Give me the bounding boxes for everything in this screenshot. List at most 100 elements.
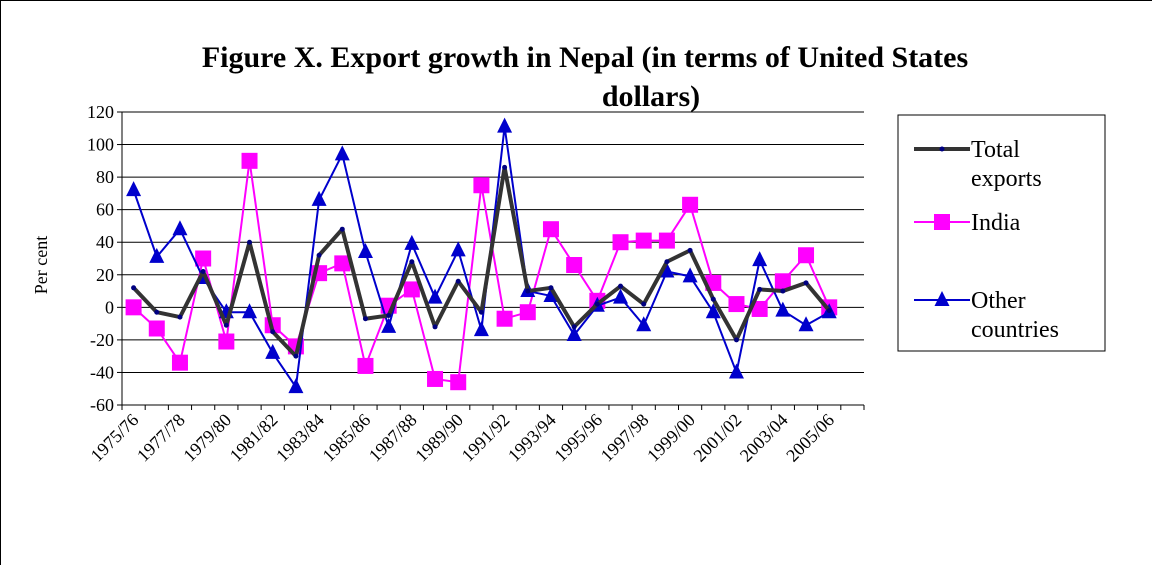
- data-point: [525, 288, 531, 294]
- chart-title-line1: Figure X. Export growth in Nepal (in ter…: [202, 41, 968, 74]
- data-point: [427, 370, 444, 387]
- data-point: [710, 296, 716, 302]
- data-point: [195, 250, 212, 267]
- data-point: [404, 234, 420, 250]
- data-point: [798, 316, 814, 332]
- data-point: [316, 252, 322, 258]
- data-point: [293, 353, 299, 359]
- data-point: [311, 190, 327, 206]
- legend-entry: Total exports: [914, 137, 1042, 192]
- gridlines: [122, 111, 864, 406]
- data-point: [803, 280, 809, 286]
- series-other-countries: [126, 117, 837, 394]
- data-point: [659, 262, 675, 278]
- data-point: [432, 324, 438, 330]
- data-point: [497, 117, 513, 133]
- data-point: [403, 281, 420, 298]
- data-point: [566, 326, 582, 342]
- data-point: [478, 309, 484, 315]
- data-point: [757, 286, 763, 292]
- data-point: [705, 303, 721, 319]
- x-tick-label: 1999/00: [643, 410, 699, 466]
- data-point: [381, 317, 397, 333]
- legend: Total exports India Other countries: [897, 114, 1106, 352]
- legend-label: India: [971, 210, 1021, 236]
- data-point: [566, 257, 583, 274]
- data-point: [774, 273, 791, 290]
- x-tick-label: 2005/06: [782, 410, 838, 466]
- data-point: [826, 308, 832, 314]
- data-point: [641, 301, 647, 307]
- data-point: [241, 152, 258, 169]
- data-point: [148, 320, 165, 337]
- x-tick-label: 2001/02: [689, 410, 745, 466]
- data-point: [542, 221, 559, 238]
- data-point: [200, 269, 206, 275]
- y-tick-label: -40: [90, 362, 114, 382]
- data-point: [386, 312, 392, 318]
- legend-marker: [939, 146, 945, 152]
- legend-entry: India: [914, 210, 1021, 236]
- series-total-exports: [131, 164, 832, 359]
- data-point: [728, 296, 745, 313]
- legend-label: Total: [971, 137, 1020, 163]
- data-point: [334, 255, 351, 272]
- data-point: [496, 310, 513, 327]
- data-point: [334, 145, 350, 161]
- x-tick-label: 1997/98: [597, 410, 653, 466]
- x-tick-label: 1985/86: [318, 410, 374, 466]
- y-tick-label: -20: [90, 330, 114, 350]
- x-tick-label: 1987/88: [365, 410, 421, 466]
- legend-label: countries: [971, 317, 1059, 343]
- data-point: [519, 304, 536, 321]
- data-point: [612, 234, 629, 251]
- data-point: [247, 239, 253, 245]
- data-point: [594, 301, 600, 307]
- y-tick-label: 20: [96, 265, 114, 285]
- x-tick-label: 2003/04: [736, 410, 792, 466]
- data-point: [752, 251, 768, 267]
- data-point: [682, 196, 699, 213]
- data-point: [450, 241, 466, 257]
- data-point: [455, 278, 461, 284]
- data-point: [265, 343, 281, 359]
- x-tick-label: 1977/78: [133, 410, 189, 466]
- data-point: [728, 363, 744, 379]
- data-point: [682, 267, 698, 283]
- x-tick-label: 1991/92: [458, 410, 514, 466]
- legend-label: exports: [971, 166, 1042, 192]
- data-point: [149, 247, 165, 263]
- x-tick-label: 1981/82: [226, 410, 282, 466]
- data-point: [427, 288, 443, 304]
- y-tick-label: 80: [96, 167, 114, 187]
- data-point: [288, 378, 304, 394]
- data-point: [357, 357, 374, 374]
- x-tick-label: 1979/80: [179, 410, 235, 466]
- x-tick-label: 1993/94: [504, 410, 560, 466]
- y-tick-label: 0: [105, 297, 114, 317]
- data-point: [751, 300, 768, 317]
- y-tick-label: -60: [90, 395, 114, 415]
- series-line: [132, 159, 831, 384]
- data-point: [223, 322, 229, 328]
- data-point: [780, 288, 786, 294]
- data-point: [177, 314, 183, 320]
- data-point: [658, 232, 675, 249]
- x-tick-label: 1995/96: [550, 410, 606, 466]
- y-tick-label: 120: [87, 102, 114, 122]
- data-point: [543, 286, 559, 302]
- y-tick-label: 40: [96, 232, 114, 252]
- data-point: [125, 299, 142, 316]
- y-axis-label: Per cent: [31, 236, 51, 294]
- data-point: [450, 374, 467, 391]
- y-tick-labels: -60 -40 -20 0 20 40 60 80 100 120: [87, 102, 114, 415]
- data-point: [571, 324, 577, 330]
- x-tick-labels: 1975/761977/781979/801981/821983/841985/…: [87, 410, 838, 466]
- data-point: [218, 333, 235, 350]
- axes: [117, 111, 865, 410]
- legend-box: [897, 114, 1106, 352]
- data-point: [172, 220, 188, 236]
- data-point: [409, 259, 415, 265]
- y-tick-label: 100: [87, 135, 114, 155]
